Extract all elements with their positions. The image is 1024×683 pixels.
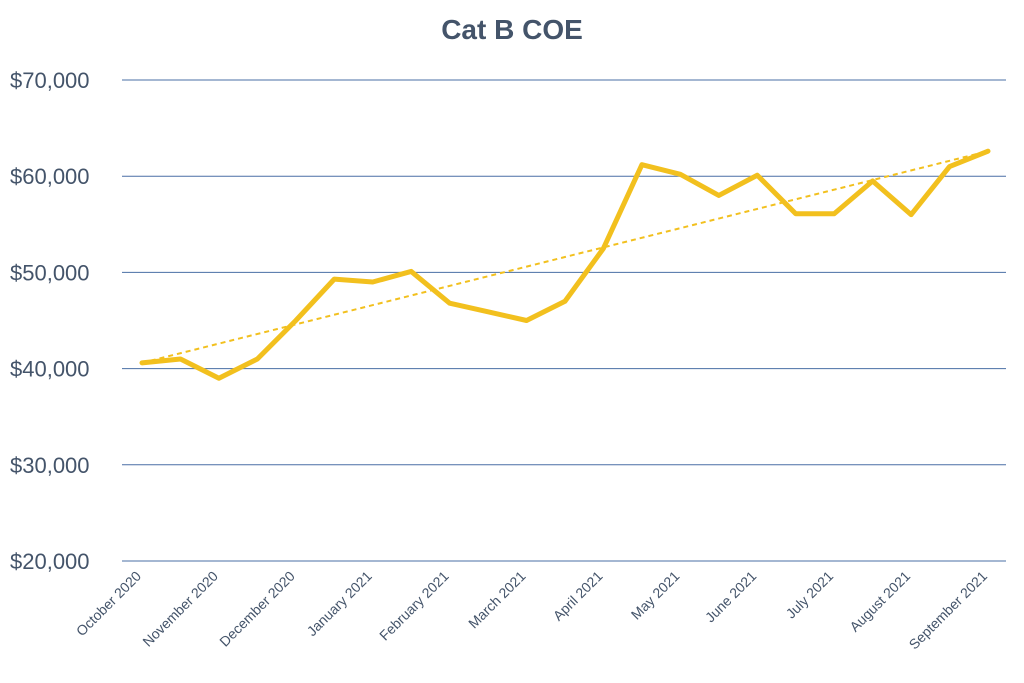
x-tick-label: July 2021 [783,568,837,622]
x-tick-label: October 2020 [73,568,144,639]
x-tick-label: March 2021 [465,568,529,632]
y-tick-label: $30,000 [10,453,90,478]
trendline [142,151,988,363]
x-tick-label: November 2020 [139,568,221,650]
x-tick-label: May 2021 [628,568,683,623]
x-tick-label: September 2021 [906,568,991,653]
x-tick-label: February 2021 [376,568,452,644]
x-tick-label: April 2021 [550,568,606,624]
x-tick-label: December 2020 [216,568,298,650]
y-tick-label: $70,000 [10,68,90,93]
y-tick-label: $60,000 [10,164,90,189]
series-line [142,151,988,378]
y-tick-label: $40,000 [10,357,90,382]
x-tick-label: January 2021 [304,568,375,639]
x-tick-label: August 2021 [846,568,913,635]
y-tick-label: $20,000 [10,549,90,574]
x-tick-label: June 2021 [702,568,760,626]
y-tick-label: $50,000 [10,260,90,285]
